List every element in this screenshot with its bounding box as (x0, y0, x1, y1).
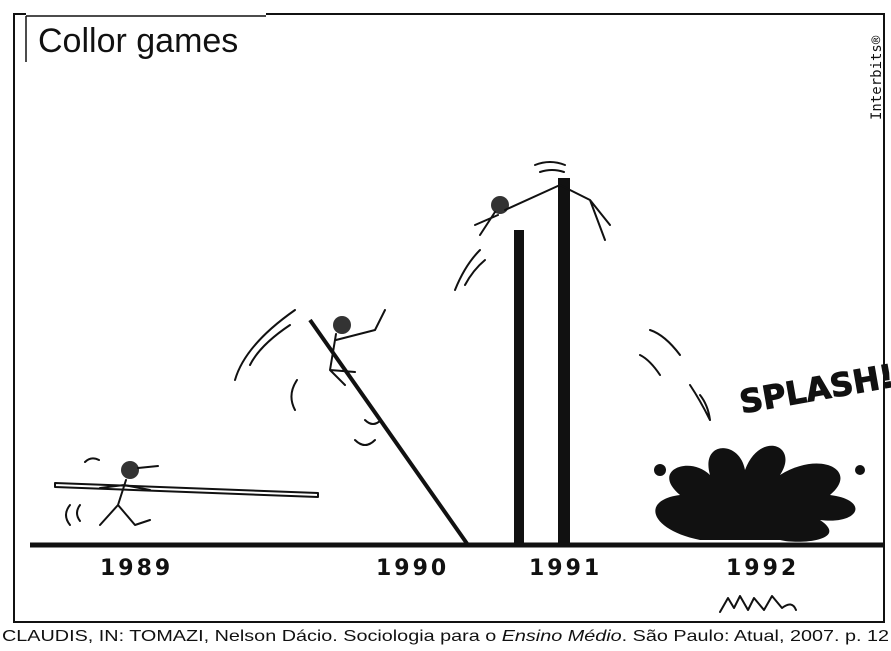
year-label: 1992 (726, 556, 799, 581)
year-label: 1990 (376, 556, 449, 581)
caption-text: . São Paulo: Atual, 2007. p. 12 (622, 628, 889, 645)
year-label: 1989 (100, 556, 173, 581)
caption-italic: Ensino Médio (502, 628, 622, 645)
cartoon: Collor games Interbits® SPLASH! 1989 199… (0, 0, 891, 651)
title: Collor games (38, 22, 238, 60)
year-label: 1991 (529, 556, 602, 581)
caption: CLAUDIS, IN: TOMAZI, Nelson Dácio. Socio… (2, 628, 889, 645)
page: Collor games Interbits® SPLASH! 1989 199… (0, 0, 891, 651)
credit: Interbits® (869, 35, 885, 120)
caption-text: CLAUDIS, IN: TOMAZI, Nelson Dácio. Socio… (2, 628, 502, 645)
